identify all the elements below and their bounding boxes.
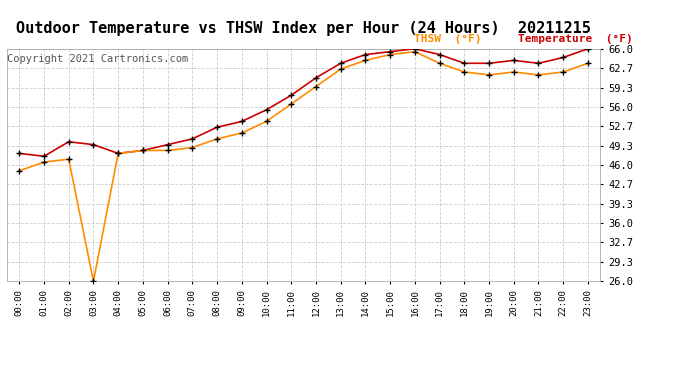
Temperature  (°F)	[362, 53, 370, 57]
Temperature  (°F)	[485, 61, 493, 66]
THSW  (°F)	[362, 58, 370, 63]
THSW  (°F)	[337, 67, 345, 71]
Temperature  (°F)	[312, 76, 320, 80]
Temperature  (°F)	[287, 93, 295, 98]
THSW  (°F)	[287, 102, 295, 106]
Temperature  (°F)	[164, 142, 172, 147]
THSW  (°F)	[65, 157, 73, 161]
Temperature  (°F)	[435, 53, 444, 57]
Temperature  (°F)	[40, 154, 48, 159]
THSW  (°F)	[237, 131, 246, 135]
Temperature  (°F)	[139, 148, 147, 153]
THSW  (°F)	[40, 160, 48, 164]
THSW  (°F)	[213, 136, 221, 141]
THSW  (°F)	[386, 53, 394, 57]
Text: Copyright 2021 Cartronics.com: Copyright 2021 Cartronics.com	[7, 54, 188, 64]
THSW  (°F)	[139, 148, 147, 153]
THSW  (°F)	[89, 279, 97, 284]
THSW  (°F)	[559, 70, 567, 74]
THSW  (°F)	[534, 73, 542, 77]
Temperature  (°F)	[89, 142, 97, 147]
THSW  (°F)	[411, 50, 419, 54]
Temperature  (°F)	[584, 46, 592, 51]
Text: Temperature  (°F): Temperature (°F)	[518, 34, 632, 44]
THSW  (°F)	[435, 61, 444, 66]
Temperature  (°F)	[386, 50, 394, 54]
Temperature  (°F)	[510, 58, 518, 63]
THSW  (°F)	[485, 73, 493, 77]
Text: THSW  (°F): THSW (°F)	[414, 34, 482, 44]
Temperature  (°F)	[188, 136, 197, 141]
THSW  (°F)	[312, 84, 320, 89]
Temperature  (°F)	[534, 61, 542, 66]
Text: Outdoor Temperature vs THSW Index per Hour (24 Hours)  20211215: Outdoor Temperature vs THSW Index per Ho…	[16, 21, 591, 36]
Temperature  (°F)	[411, 46, 419, 51]
THSW  (°F)	[188, 146, 197, 150]
Temperature  (°F)	[337, 61, 345, 66]
THSW  (°F)	[15, 169, 23, 173]
Line: Temperature  (°F): Temperature (°F)	[16, 45, 591, 160]
THSW  (°F)	[164, 148, 172, 153]
Line: THSW  (°F): THSW (°F)	[16, 48, 591, 285]
Temperature  (°F)	[237, 119, 246, 124]
Temperature  (°F)	[65, 140, 73, 144]
Temperature  (°F)	[15, 151, 23, 156]
THSW  (°F)	[262, 119, 270, 124]
THSW  (°F)	[114, 151, 122, 156]
THSW  (°F)	[460, 70, 469, 74]
Temperature  (°F)	[460, 61, 469, 66]
Temperature  (°F)	[559, 55, 567, 60]
THSW  (°F)	[510, 70, 518, 74]
Temperature  (°F)	[262, 108, 270, 112]
Temperature  (°F)	[114, 151, 122, 156]
Temperature  (°F)	[213, 125, 221, 129]
THSW  (°F)	[584, 61, 592, 66]
